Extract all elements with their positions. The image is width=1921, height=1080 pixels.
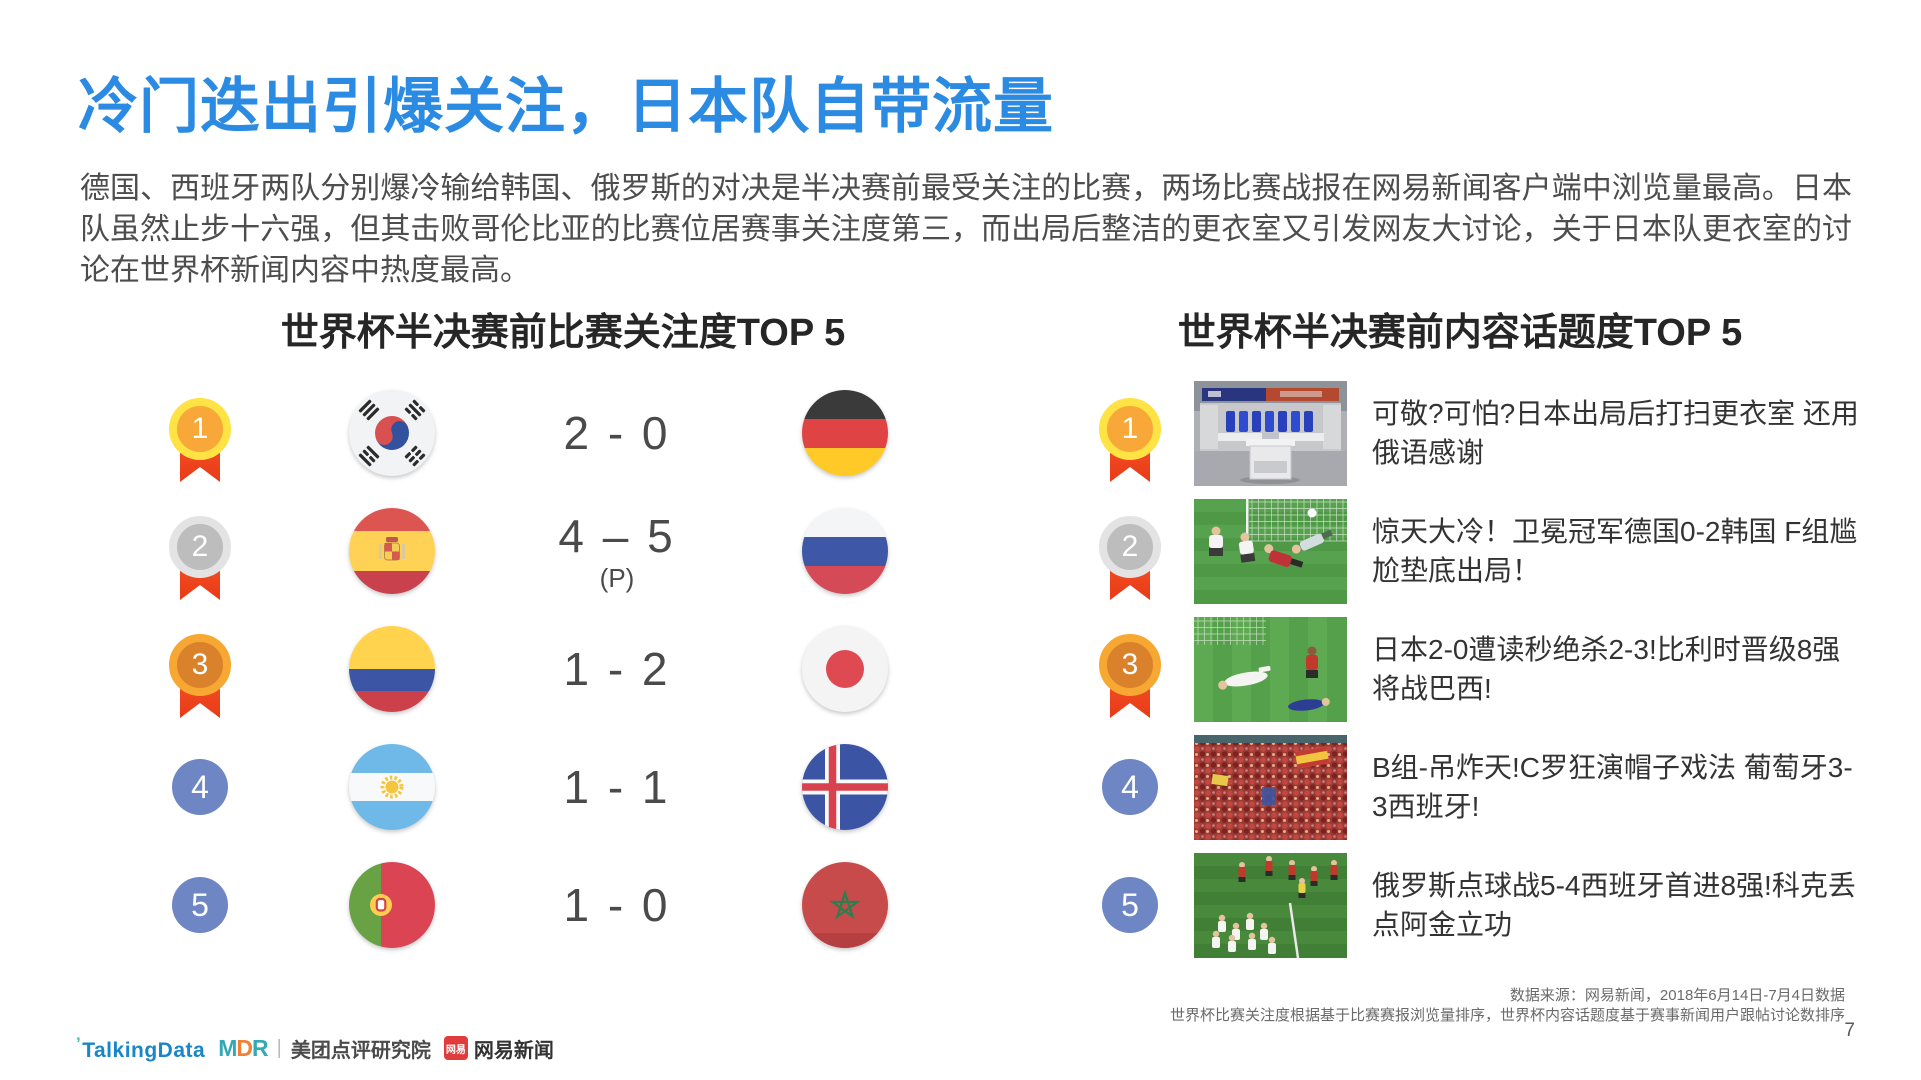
match-row: 1: [0, 374, 1921, 492]
rank-1-medal-icon: 1: [1098, 398, 1162, 502]
headline-wrap: 惊天大冷！卫冕冠军德国0-2韩国 F组尴尬垫底出局！: [1372, 492, 1868, 610]
rank-5-badge: 5: [172, 877, 228, 933]
netease-logo-icon: 网易: [443, 1036, 468, 1060]
rank-number: 2: [169, 516, 231, 578]
flag-colombia-icon: [349, 626, 435, 712]
flag-portugal-icon: [349, 862, 435, 948]
flag-morocco-icon: [802, 862, 888, 948]
headline-wrap: B组-吊炸天!C罗狂演帽子戏法 葡萄牙3-3西班牙!: [1372, 728, 1868, 846]
news-headline: 日本2-0遭读秒绝杀2-3!比利时晋级8强将战巴西!: [1372, 634, 1841, 704]
headline-wrap: 可敬?可怕?日本出局后打扫更衣室 还用俄语感谢: [1372, 374, 1868, 492]
flag-south-korea-icon: [349, 390, 435, 476]
news-photo-russia-celebration: [1194, 853, 1347, 958]
rank-number: 3: [1099, 634, 1161, 696]
rank-4-badge: 4: [172, 759, 228, 815]
rank-5-badge: 5: [1102, 877, 1158, 933]
talkingdata-tick-icon: ’: [76, 1033, 82, 1053]
match-row: 4 1 - 1: [0, 728, 1921, 846]
footer-logos: ’TalkingData MDR | 美团点评研究院 网易 网易新闻: [76, 1034, 554, 1062]
match-row: 5 1 - 0: [0, 846, 1921, 964]
page-title: 冷门迭出引爆关注，日本队自带流量: [78, 73, 1054, 140]
match-row: 2 4 – 5 (P): [0, 492, 1921, 610]
flag-spain-icon: [349, 508, 435, 594]
data-source-line1: 数据来源：网易新闻，2018年6月14日-7月4日数据: [1509, 987, 1845, 1004]
news-photo-germany-korea-goal: [1194, 499, 1347, 604]
score-note: (P): [599, 562, 635, 593]
match-score: 1 - 2: [563, 643, 671, 695]
news-headline: 惊天大冷！卫冕冠军德国0-2韩国 F组尴尬垫底出局！: [1372, 516, 1858, 586]
flag-germany-icon: [802, 390, 888, 476]
news-photo-spain-fans: [1194, 735, 1347, 840]
flag-iceland-icon: [802, 744, 888, 830]
news-photo-japan-belgium: [1194, 617, 1347, 722]
flag-japan-icon: [802, 626, 888, 712]
topic-row: 4 B组-吊炸天!C罗狂演帽子戏: [0, 728, 1921, 846]
score-cell: 1 - 0: [540, 846, 694, 964]
data-source-note: 数据来源：网易新闻，2018年6月14日-7月4日数据 世界杯比赛关注度根据基于…: [1170, 986, 1845, 1026]
mdr-logo: MDR: [218, 1034, 268, 1061]
score-cell: 1 - 1: [540, 728, 694, 846]
rank-number: 1: [169, 398, 231, 460]
data-source-line2: 世界杯比赛关注度根据基于比赛赛报浏览量排序，世界杯内容话题度基于赛事新闻用户跟帖…: [1169, 1007, 1845, 1024]
news-headline: 俄罗斯点球战5-4西班牙首进8强!科克丢点阿金立功: [1372, 870, 1856, 940]
netease-news-logo: 网易 网易新闻: [443, 1034, 554, 1063]
headline-wrap: 俄罗斯点球战5-4西班牙首进8强!科克丢点阿金立功: [1372, 846, 1868, 964]
left-panel-header: 世界杯半决赛前比赛关注度TOP 5: [280, 312, 846, 354]
netease-news-label: 网易新闻: [473, 1039, 554, 1062]
score-cell: 2 - 0: [540, 374, 694, 492]
page-number: 7: [1844, 1020, 1855, 1041]
news-headline: 可敬?可怕?日本出局后打扫更衣室 还用俄语感谢: [1372, 398, 1859, 468]
rank-2-medal-icon: 2: [1098, 516, 1162, 620]
topic-row: 3 日本2-0遭读秒绝杀2-: [0, 610, 1921, 728]
rank-1-medal-icon: 1: [168, 398, 232, 502]
meituan-dianping-institute-label: 美团点评研究院: [290, 1039, 431, 1062]
match-row: 3 1 - 2: [0, 610, 1921, 728]
rank-4-badge: 4: [1102, 759, 1158, 815]
topic-row: 5: [0, 846, 1921, 964]
rank-number: 1: [1099, 398, 1161, 460]
match-score: 2 - 0: [563, 407, 671, 459]
match-score: 4 – 5: [558, 509, 676, 562]
score-cell: 1 - 2: [540, 610, 694, 728]
talkingdata-logo: ’TalkingData: [76, 1033, 206, 1062]
right-panel-header: 世界杯半决赛前内容话题度TOP 5: [1177, 312, 1743, 354]
flag-argentina-icon: [349, 744, 435, 830]
intro-paragraph: 德国、西班牙两队分别爆冷输给韩国、俄罗斯的对决是半决赛前最受关注的比赛，两场比赛…: [80, 172, 1852, 287]
news-headline: B组-吊炸天!C罗狂演帽子戏法 葡萄牙3-3西班牙!: [1372, 752, 1853, 822]
score-cell: 4 – 5 (P): [540, 492, 694, 610]
rank-number: 3: [169, 634, 231, 696]
match-score: 1 - 0: [563, 879, 671, 931]
topic-row: 1: [0, 374, 1921, 492]
rank-3-medal-icon: 3: [1098, 634, 1162, 738]
news-photo-locker-room: [1194, 381, 1347, 486]
rank-2-medal-icon: 2: [168, 516, 232, 620]
match-score: 1 - 1: [563, 761, 671, 813]
flag-russia-icon: [802, 508, 888, 594]
logo-divider: |: [276, 1036, 282, 1059]
rank-number: 2: [1099, 516, 1161, 578]
topic-row: 2: [0, 492, 1921, 610]
rank-3-medal-icon: 3: [168, 634, 232, 738]
headline-wrap: 日本2-0遭读秒绝杀2-3!比利时晋级8强将战巴西!: [1372, 610, 1868, 728]
